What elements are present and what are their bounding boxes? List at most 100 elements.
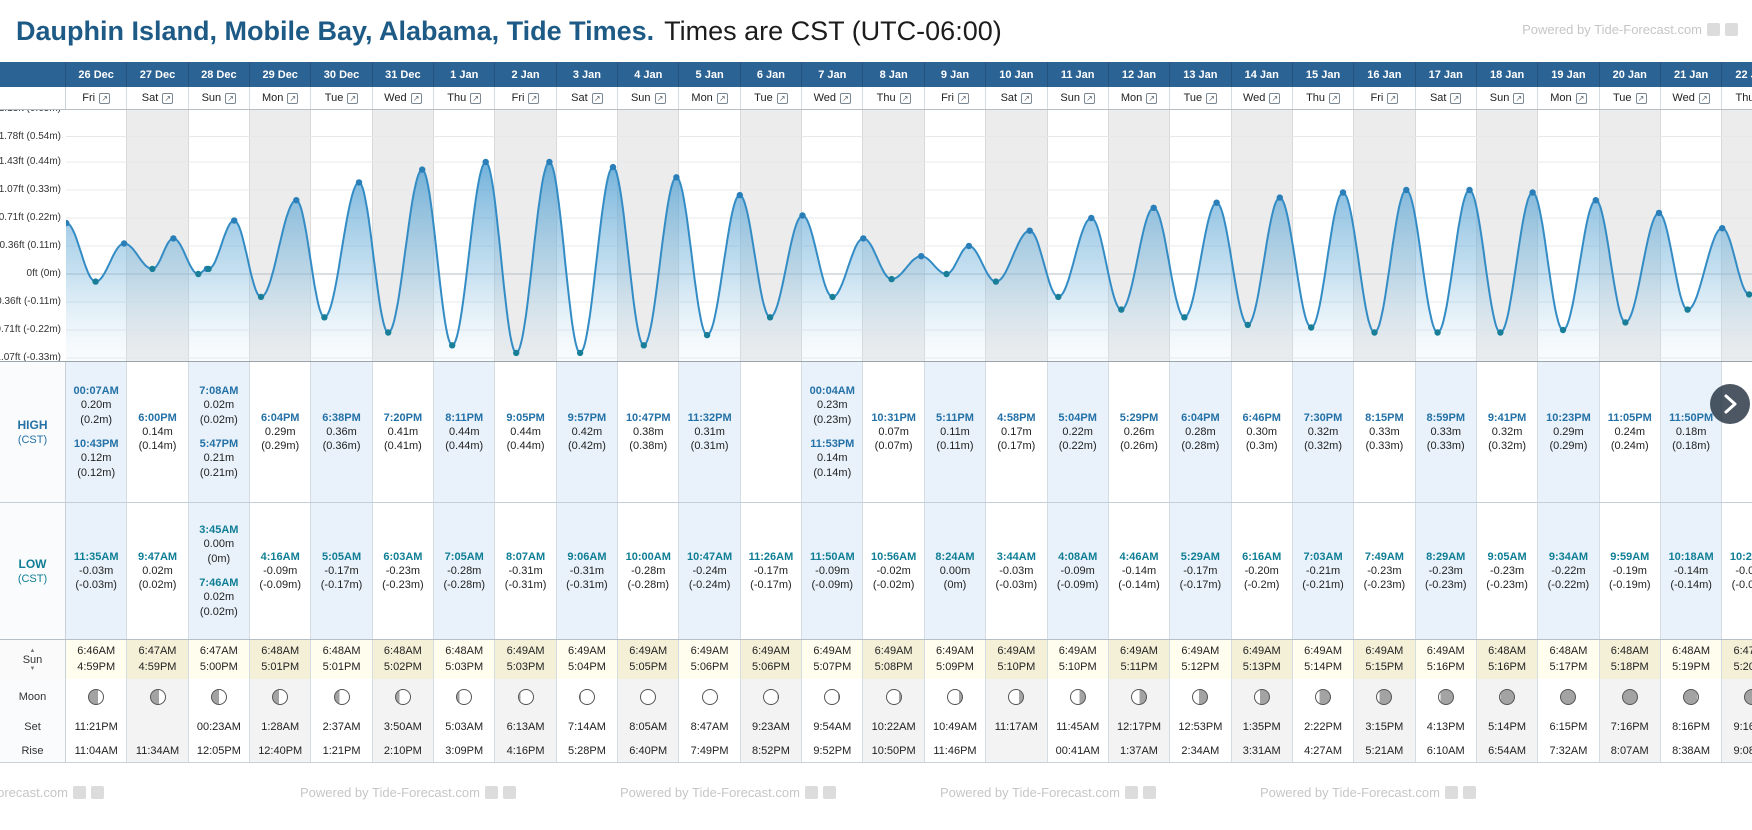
expand-day-icon[interactable]: ↗	[1450, 92, 1462, 104]
tide-height-paren: (0.21m)	[199, 466, 238, 479]
sort-up-icon[interactable]: ▲	[29, 647, 36, 654]
expand-day-icon[interactable]: ↗	[470, 92, 482, 104]
row-label-rise: Rise	[0, 739, 66, 762]
moon-cell	[679, 679, 741, 715]
low-tide-cell: 4:46AM -0.14m (-0.14m)	[1108, 503, 1171, 639]
high-tide-event: 6:00PM 0.14m (0.14m)	[138, 411, 177, 454]
high-tide-event: 5:47PM 0.21m (0.21m)	[200, 437, 239, 480]
tide-height: -0.24m	[692, 564, 727, 577]
sunrise-time: 6:46AM	[77, 644, 116, 657]
expand-day-icon[interactable]: ↗	[776, 92, 788, 104]
expand-day-icon[interactable]: ↗	[1387, 92, 1399, 104]
sort-down-icon[interactable]: ▼	[29, 665, 36, 672]
moonset-time-cell: 8:47AM	[679, 715, 741, 739]
moonset-time-cell: 12:53PM	[1170, 715, 1232, 739]
watermark-text: Powered by Tide-Forecast.com	[0, 785, 68, 800]
tide-height: -0.14m	[1673, 564, 1709, 577]
expand-day-icon[interactable]: ↗	[1269, 92, 1281, 104]
expand-day-icon[interactable]: ↗	[225, 92, 237, 104]
expand-day-icon[interactable]: ↗	[716, 92, 728, 104]
tide-height-paren: (0.3m)	[1245, 440, 1278, 453]
moon-phase-icon	[210, 689, 227, 705]
expand-day-icon[interactable]: ↗	[1021, 92, 1033, 104]
expand-day-icon[interactable]: ↗	[1329, 92, 1341, 104]
expand-day-icon[interactable]: ↗	[528, 92, 540, 104]
tide-time: 7:03AM	[1303, 550, 1343, 563]
expand-day-icon[interactable]: ↗	[1146, 92, 1158, 104]
tide-height-paren: (0.28m)	[1181, 440, 1220, 453]
page-footer: Powered by Tide-Forecast.com Powered by T…	[0, 763, 1752, 830]
expand-day-icon[interactable]: ↗	[347, 92, 359, 104]
y-axis-label: 0ft (0m)	[26, 268, 61, 279]
low-tide-event: 9:59AM -0.19m (-0.19m)	[1609, 550, 1651, 593]
powered-by-watermark[interactable]: Powered by Tide-Forecast.com	[0, 785, 104, 800]
date-header-cell: 12 Jan	[1109, 62, 1171, 87]
moonset-time-cell: 2:22PM	[1292, 715, 1355, 739]
expand-day-icon[interactable]: ↗	[287, 92, 299, 104]
moon-phase-icon	[1744, 689, 1752, 705]
watermark-text: Powered by Tide-Forecast.com	[300, 785, 480, 800]
date-header-cell: 7 Jan	[802, 62, 864, 87]
expand-day-icon[interactable]: ↗	[654, 92, 666, 104]
powered-by-watermark[interactable]: Powered by Tide-Forecast.com	[1260, 785, 1476, 800]
sunrise-time: 6:47AM	[1733, 644, 1752, 657]
tide-height: 0.23m	[817, 399, 848, 412]
powered-by-watermark[interactable]: Powered by Tide-Forecast.com	[620, 785, 836, 800]
tide-chart-area: 2.13ft (0.65m) 1.78ft (0.54m) 1.43ft (0.44…	[0, 110, 1752, 362]
tide-height: -0.09m	[815, 564, 850, 577]
tide-height-paren: (0.14m)	[813, 466, 852, 479]
sunset-time: 5:14PM	[1304, 660, 1342, 673]
tide-height-paren: (0.24m)	[1610, 440, 1649, 453]
expand-day-icon[interactable]: ↗	[840, 92, 851, 104]
tide-height: 0.14m	[817, 452, 848, 465]
powered-by-watermark[interactable]: Powered by Tide-Forecast.com	[300, 785, 516, 800]
tide-height: 0.28m	[1185, 425, 1216, 438]
expand-day-icon[interactable]: ↗	[1513, 92, 1525, 104]
sun-cell: 6:49AM 5:05PM	[618, 640, 680, 679]
low-tide-cell: 9:06AM -0.31m (-0.31m)	[556, 503, 619, 639]
expand-day-icon[interactable]: ↗	[899, 92, 911, 104]
expand-day-icon[interactable]: ↗	[162, 92, 174, 104]
low-tide-event: 7:46AM 0.02m (0.02m)	[199, 576, 238, 619]
next-week-button[interactable]	[1710, 384, 1750, 424]
low-tide-cell: 10:22AM-0.08m (-0.08m)	[1722, 503, 1752, 639]
moonrise-time-cell: 7:49PM	[679, 739, 741, 762]
moonrise-time-cell: 3:09PM	[434, 739, 496, 762]
sunset-time: 5:09PM	[936, 660, 974, 673]
dow-label: Sun	[1489, 92, 1510, 104]
expand-day-icon[interactable]: ↗	[99, 92, 111, 104]
dow-label: Mon	[1550, 92, 1572, 104]
tide-time: 9:41PM	[1487, 411, 1527, 424]
expand-day-icon[interactable]: ↗	[1698, 92, 1710, 104]
tide-height-paren: (0.33m)	[1365, 440, 1404, 453]
dow-cell: Fri ↗	[924, 87, 987, 109]
expand-day-icon[interactable]: ↗	[410, 92, 422, 104]
expand-day-icon[interactable]: ↗	[1083, 92, 1095, 104]
tide-height: 0.07m	[878, 425, 909, 438]
moon-cell	[1354, 679, 1416, 715]
high-tide-cell: 00:04AM 0.23m (0.23m) 11:53PM 0.14m (0.14m)	[802, 362, 864, 502]
expand-day-icon[interactable]: ↗	[957, 92, 969, 104]
sun-cell: 6:48AM 5:03PM	[434, 640, 496, 679]
moonset-time-cell: 1:35PM	[1231, 715, 1293, 739]
moon-cell	[556, 679, 619, 715]
sun-cell: 6:46AM 4:59PM	[66, 640, 128, 679]
tide-height-paren: (-0.31m)	[504, 579, 547, 592]
sunrise-time: 6:49AM	[506, 644, 545, 657]
tide-height: 0.32m	[1307, 425, 1339, 438]
expand-day-icon[interactable]: ↗	[1575, 92, 1587, 104]
expand-day-icon[interactable]: ↗	[1206, 92, 1218, 104]
dow-cell: Wed ↗	[1660, 87, 1723, 109]
moon-cell	[1108, 679, 1171, 715]
watermark-icon	[1124, 786, 1138, 799]
expand-day-icon[interactable]: ↗	[1635, 92, 1647, 104]
sunset-time: 5:19PM	[1672, 660, 1711, 673]
expand-day-icon[interactable]: ↗	[591, 92, 603, 104]
powered-by-watermark[interactable]: Powered by Tide-Forecast.com	[940, 785, 1156, 800]
tide-height: 0.20m	[80, 399, 112, 412]
powered-by-watermark[interactable]: Powered by Tide-Forecast.com	[1522, 22, 1738, 37]
tide-height-paren: (-0.17m)	[320, 579, 363, 592]
date-header-cell: 26 Dec	[66, 62, 128, 87]
high-tide-event: 00:04AM 0.23m (0.23m)	[810, 384, 855, 427]
low-tide-event: 9:34AM -0.22m (-0.22m)	[1548, 550, 1590, 593]
